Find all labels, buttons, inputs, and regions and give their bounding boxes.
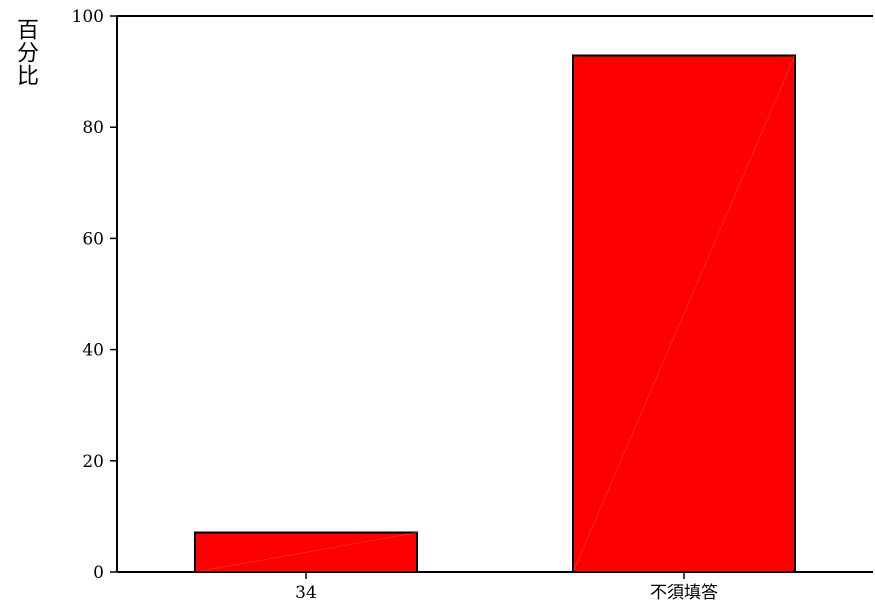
bar-shading-line (194, 532, 418, 573)
y-tick-label: 20 (82, 452, 104, 472)
y-tick-label: 100 (72, 7, 104, 27)
x-tick-label: 不須填答 (650, 583, 718, 603)
y-axis-label: 百分比 (13, 18, 38, 87)
x-tick-label: 34 (295, 583, 317, 603)
y-tick-label: 0 (93, 563, 104, 583)
y-tick-label: 60 (82, 229, 104, 249)
ticks-layer: 34 不須填答 0 20 40 60 80 100 (72, 7, 718, 603)
axes-layer (116, 15, 873, 573)
y-tick-label: 80 (82, 118, 104, 138)
bars-layer (194, 54, 796, 573)
bar-1 (572, 54, 796, 573)
y-tick-label: 40 (82, 341, 104, 361)
bar-shading-line (572, 55, 796, 573)
bar-0 (194, 531, 418, 573)
